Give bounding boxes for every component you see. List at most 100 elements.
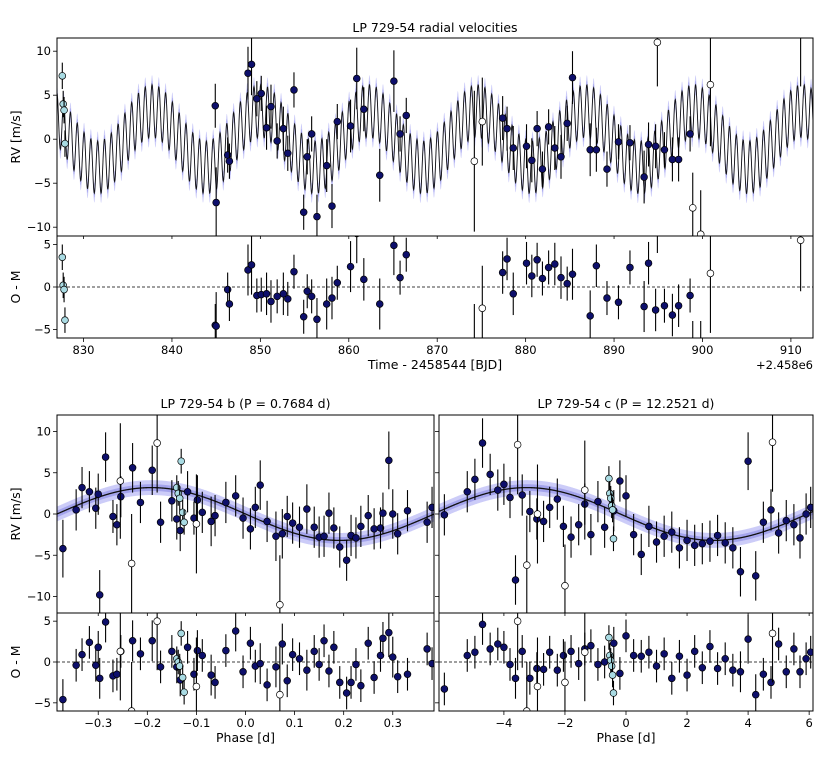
- data-point: [706, 537, 714, 545]
- residual-point: [156, 663, 165, 671]
- data-point: [379, 509, 387, 517]
- residual-point: [375, 300, 384, 308]
- data-point: [644, 140, 653, 149]
- data-point: [322, 161, 331, 170]
- data-point: [178, 508, 187, 517]
- y-axis-label: RV [m/s]: [8, 487, 23, 540]
- data-point: [509, 144, 518, 152]
- residual-point: [59, 695, 67, 704]
- residual-point: [153, 617, 161, 625]
- data-point: [616, 477, 624, 485]
- residual-point: [790, 645, 798, 653]
- data-point: [402, 111, 411, 120]
- residual-point: [222, 646, 230, 655]
- residual-point: [262, 290, 271, 298]
- data-point: [522, 142, 531, 150]
- data-point: [563, 119, 571, 128]
- residual-point: [767, 678, 775, 687]
- residual-point: [614, 298, 623, 307]
- residual-point: [660, 301, 669, 310]
- residual-point: [533, 664, 541, 673]
- residual-point: [284, 295, 292, 303]
- data-point: [528, 156, 536, 165]
- residual-point: [551, 260, 559, 268]
- residual-point: [315, 660, 323, 669]
- residual-point: [360, 275, 368, 284]
- data-point: [600, 523, 609, 531]
- residual-point: [379, 634, 387, 643]
- residual-point: [608, 671, 617, 679]
- data-point: [574, 520, 583, 529]
- data-point: [511, 576, 520, 584]
- data-point: [183, 487, 192, 496]
- residual-point: [522, 259, 531, 267]
- data-point: [553, 495, 562, 503]
- residual-point: [567, 647, 575, 656]
- data-point: [176, 526, 184, 535]
- y-tick-label: 10: [36, 44, 51, 58]
- y-tick-label: −10: [27, 590, 51, 604]
- data-point: [506, 493, 514, 502]
- residual-point: [322, 300, 331, 308]
- data-point: [744, 457, 752, 465]
- data-point: [128, 464, 137, 472]
- residual-point: [586, 312, 594, 320]
- data-point: [198, 508, 207, 517]
- residual-point: [61, 316, 69, 324]
- residual-y-tick-label: 5: [44, 614, 51, 628]
- residual-point: [342, 689, 351, 697]
- residual-point: [603, 294, 611, 302]
- data-point: [328, 202, 336, 210]
- y-tick-label: −10: [27, 220, 51, 234]
- data-point: [478, 439, 487, 447]
- residual-y-tick-label: −5: [34, 696, 51, 710]
- data-point: [551, 144, 559, 152]
- residual-point: [357, 681, 365, 690]
- chart-title: LP 729-54 b (P = 0.7684 d): [161, 396, 331, 411]
- data-point: [393, 530, 402, 538]
- residual-point: [706, 642, 714, 651]
- residual-point: [686, 291, 694, 300]
- residual-point: [511, 674, 520, 683]
- data-point: [272, 532, 280, 541]
- data-point: [518, 491, 526, 499]
- residual-point: [498, 268, 507, 277]
- x-tick-label: 840: [161, 343, 183, 357]
- data-point: [609, 534, 618, 543]
- data-point: [153, 439, 161, 447]
- data-point: [463, 487, 472, 496]
- data-point: [278, 530, 287, 538]
- x-axis-label: Phase [d]: [216, 730, 275, 745]
- residual-point: [651, 306, 660, 314]
- residual-point: [198, 651, 207, 660]
- residual-point: [207, 671, 215, 679]
- data-point: [774, 529, 783, 537]
- residual-point: [85, 638, 94, 647]
- residual-point: [675, 652, 684, 661]
- residual-point: [544, 263, 553, 272]
- data-point: [790, 520, 798, 529]
- y-tick-label: −5: [34, 176, 51, 190]
- x-offset-label: +2.458e6: [756, 358, 813, 372]
- panel-2: −4 −2 0 2 4 6 LP 729-54 c (P = 12.2521 d) Phase…: [435, 396, 814, 745]
- data-point: [376, 524, 385, 532]
- data-point: [92, 504, 100, 512]
- residual-point: [574, 659, 583, 668]
- data-point: [559, 522, 568, 531]
- residual-point: [782, 668, 791, 676]
- model-line: [57, 82, 813, 195]
- x-tick-label: 850: [249, 343, 271, 357]
- residual-point: [600, 658, 609, 666]
- data-point: [652, 538, 661, 546]
- data-point: [244, 69, 252, 77]
- residual-point: [58, 253, 67, 262]
- data-point: [806, 503, 813, 512]
- residual-point: [278, 640, 287, 648]
- y-tick-label: 5: [44, 466, 51, 480]
- residual-point: [113, 670, 121, 678]
- residual-point: [607, 662, 616, 670]
- residual-point: [660, 650, 668, 658]
- residual-point: [320, 637, 328, 645]
- data-point: [622, 492, 630, 500]
